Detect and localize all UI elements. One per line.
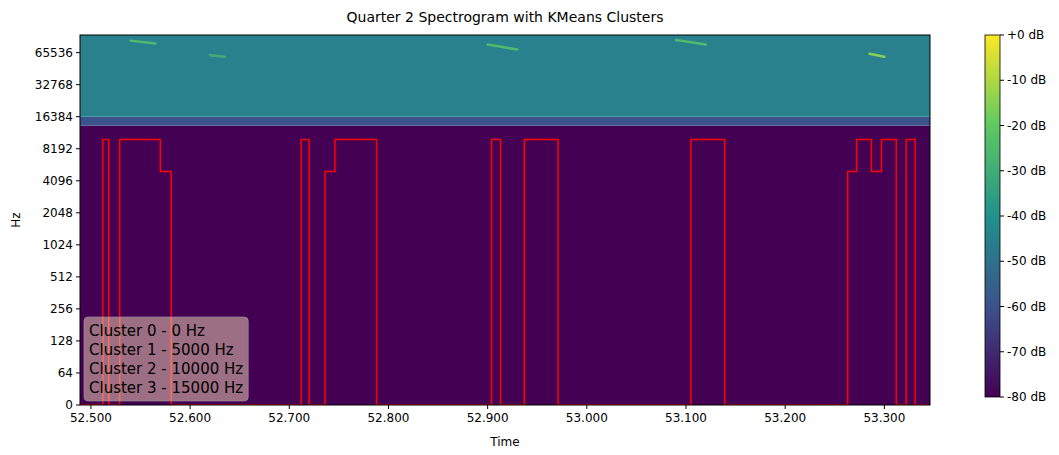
x-tick	[388, 405, 389, 409]
spectrogram-band	[80, 117, 930, 126]
spectrogram-streak	[869, 54, 884, 57]
y-tick	[76, 116, 80, 117]
colorbar-tick	[1000, 80, 1004, 81]
y-tick-label: 4096	[42, 174, 73, 188]
annotation-box	[84, 317, 248, 401]
y-tick	[76, 52, 80, 53]
colorbar-tick-label: -30 dB	[1007, 164, 1046, 178]
x-axis-title: Time	[489, 435, 519, 449]
y-tick-label: 256	[50, 302, 73, 316]
y-tick-label: 512	[50, 270, 73, 284]
chart-title: Quarter 2 Spectrogram with KMeans Cluste…	[347, 9, 664, 25]
y-tick	[76, 405, 80, 406]
y-tick	[76, 84, 80, 85]
colorbar-tick	[1000, 170, 1004, 171]
cluster-line	[80, 140, 930, 405]
colorbar-tick-label: -70 dB	[1007, 345, 1046, 359]
x-tick-label: 52.500	[70, 411, 112, 425]
y-tick	[76, 340, 80, 341]
x-tick	[289, 405, 290, 409]
y-tick-label: 0	[65, 398, 73, 412]
colorbar-tick-label: -80 dB	[1007, 390, 1046, 404]
x-tick	[785, 405, 786, 409]
y-tick-label: 8192	[42, 142, 73, 156]
y-tick-label: 1024	[42, 238, 73, 252]
colorbar-tick	[1000, 397, 1004, 398]
x-tick	[190, 405, 191, 409]
y-tick	[76, 308, 80, 309]
spectrogram-streak	[131, 41, 156, 44]
x-tick-label: 53.100	[665, 411, 707, 425]
spectrogram-band	[80, 126, 930, 405]
x-tick-label: 53.300	[863, 411, 905, 425]
y-axis-title: Hz	[9, 212, 23, 227]
x-tick	[90, 405, 91, 409]
x-tick	[686, 405, 687, 409]
x-tick-label: 52.800	[367, 411, 409, 425]
spectrogram-streak	[210, 55, 225, 57]
colorbar-tick-label: -10 dB	[1007, 73, 1046, 87]
x-tick-label: 53.200	[764, 411, 806, 425]
y-tick-label: 32768	[35, 78, 73, 92]
y-tick	[76, 180, 80, 181]
colorbar-tick-label: -20 dB	[1007, 119, 1046, 133]
colorbar-tick-label: +0 dB	[1007, 28, 1044, 42]
x-tick-label: 53.000	[566, 411, 608, 425]
plot-frame	[80, 35, 930, 405]
annotation-text: Cluster 1 - 5000 Hz	[89, 341, 234, 359]
y-tick-label: 16384	[35, 110, 73, 124]
x-tick-label: 52.700	[268, 411, 310, 425]
y-tick	[76, 212, 80, 213]
annotation-text: Cluster 3 - 15000 Hz	[89, 379, 243, 397]
plot-area	[80, 35, 930, 405]
x-tick	[884, 405, 885, 409]
colorbar-tick-label: -50 dB	[1007, 254, 1046, 268]
colorbar-tick	[1000, 261, 1004, 262]
y-tick	[76, 244, 80, 245]
chart: 52.500 52.600 52.700 52.800 52.900 53.000 53.1…	[0, 0, 1059, 455]
x-tick-label: 52.600	[169, 411, 211, 425]
colorbar-tick	[1000, 125, 1004, 126]
y-tick-label: 64	[58, 366, 73, 380]
colorbar-tick-label: -40 dB	[1007, 209, 1046, 223]
spectrogram-streak	[676, 40, 706, 45]
annotation-text: Cluster 2 - 10000 Hz	[89, 360, 243, 378]
colorbar-tick	[1000, 35, 1004, 36]
spectrogram-band	[80, 35, 930, 117]
x-tick-label: 52.900	[467, 411, 509, 425]
colorbar-tick	[1000, 306, 1004, 307]
colorbar-tick-label: -60 dB	[1007, 300, 1046, 314]
y-tick-label: 65536	[35, 46, 73, 60]
y-tick	[76, 372, 80, 373]
colorbar-tick	[1000, 351, 1004, 352]
x-tick	[487, 405, 488, 409]
x-tick	[586, 405, 587, 409]
spectrogram-streak	[488, 45, 518, 50]
colorbar	[985, 35, 1000, 397]
y-tick-label: 128	[50, 334, 73, 348]
y-tick	[76, 276, 80, 277]
y-tick	[76, 148, 80, 149]
colorbar-tick	[1000, 216, 1004, 217]
annotation-text: Cluster 0 - 0 Hz	[89, 322, 205, 340]
y-tick-label: 2048	[42, 206, 73, 220]
